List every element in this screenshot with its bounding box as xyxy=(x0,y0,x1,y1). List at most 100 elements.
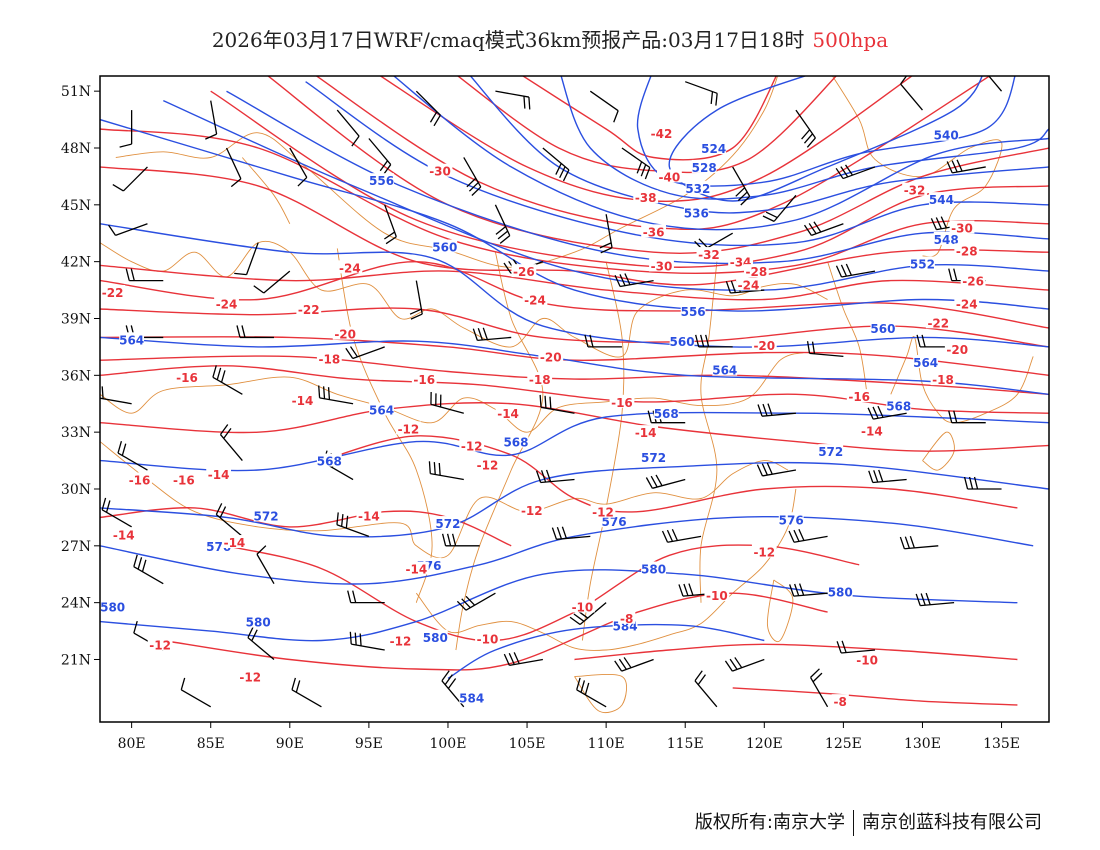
wind-barb xyxy=(212,365,243,395)
temperature-contour xyxy=(163,592,828,671)
wind-barb xyxy=(125,268,164,282)
lat-tick-label: 36N xyxy=(61,368,91,384)
temp-label-bg xyxy=(618,610,636,624)
height-label-bg xyxy=(503,434,529,448)
temp-label: -18 xyxy=(932,373,954,387)
temp-label-bg xyxy=(649,125,674,139)
wind-barb xyxy=(428,461,464,481)
temp-label: -40 xyxy=(659,170,681,184)
axes: 80E 85E 90E 95E 100E 105E 110E 115E 120E 125E 130E… xyxy=(61,84,1020,752)
temp-label: -12 xyxy=(149,638,171,652)
wind-barb xyxy=(441,533,480,547)
temp-label: -32 xyxy=(904,184,926,198)
height-contour xyxy=(447,623,765,680)
temp-label-bg xyxy=(704,588,730,602)
height-contour xyxy=(100,461,1049,538)
boundary-line xyxy=(100,441,789,559)
height-label-bg xyxy=(712,362,738,376)
wind-barb xyxy=(234,242,259,276)
plot-frame xyxy=(99,75,1050,723)
height-label: 572 xyxy=(818,445,843,459)
temp-label: -10 xyxy=(856,653,878,667)
wind-barb xyxy=(900,76,923,111)
temperature-contour xyxy=(100,355,1049,395)
temp-label-bg xyxy=(459,438,485,452)
height-label-bg xyxy=(432,239,458,253)
height-label-bg xyxy=(653,406,679,420)
height-label-bg xyxy=(245,614,271,628)
height-label: 536 xyxy=(684,206,709,220)
wind-barb xyxy=(180,677,212,708)
temp-label: -14 xyxy=(292,394,314,408)
temp-label-bg xyxy=(609,394,635,408)
height-label-bg xyxy=(683,205,709,219)
wind-barb xyxy=(225,147,242,188)
height-label: 568 xyxy=(503,436,528,450)
wind-barb xyxy=(463,157,482,196)
wind-barb xyxy=(589,90,619,123)
wind-barb xyxy=(756,462,797,477)
copyright-footer: 版权所有:南京大学 南京创蓝科技有限公司 xyxy=(695,808,1042,836)
height-label-bg xyxy=(435,516,461,530)
temp-label: -28 xyxy=(746,265,768,279)
wind-barb xyxy=(836,640,876,654)
height-label-bg xyxy=(929,192,954,206)
wind-barb xyxy=(810,668,829,708)
lon-tick-label: 85E xyxy=(197,736,225,752)
height-label: 548 xyxy=(934,233,959,247)
height-contour xyxy=(469,76,1049,214)
temp-label-bg xyxy=(743,264,769,278)
temp-label: -32 xyxy=(698,248,720,262)
temp-label: -20 xyxy=(334,328,356,342)
wind-barb xyxy=(112,166,148,192)
lon-tick-label: 105E xyxy=(509,736,546,752)
wind-barb xyxy=(535,469,575,484)
wind-barb xyxy=(614,657,654,672)
height-label: 584 xyxy=(459,691,484,705)
temp-label-bg xyxy=(736,277,761,291)
height-label: 568 xyxy=(654,407,679,421)
height-label-bg xyxy=(827,584,853,598)
height-label: 576 xyxy=(602,515,627,529)
boundary-line xyxy=(241,157,291,225)
height-label-bg xyxy=(701,140,727,154)
height-label-bg xyxy=(669,334,695,348)
wind-barb xyxy=(472,327,512,342)
height-label-bg xyxy=(641,561,666,575)
temp-label-bg xyxy=(171,472,197,486)
wind-barb xyxy=(614,273,654,288)
temp-label: -16 xyxy=(611,396,633,410)
height-label: 560 xyxy=(870,322,895,336)
height-label-bg xyxy=(933,127,959,141)
temp-label: -16 xyxy=(413,373,435,387)
lat-tick-label: 48N xyxy=(61,141,91,157)
wind-barb xyxy=(762,194,797,222)
lon-tick-label: 95E xyxy=(355,736,383,752)
wind-barb xyxy=(788,528,828,543)
height-label-bg xyxy=(933,231,959,245)
temp-label: -14 xyxy=(861,424,883,438)
lat-tick-label: 39N xyxy=(61,311,91,327)
lon-tick-label: 125E xyxy=(825,736,862,752)
temp-label-bg xyxy=(222,535,247,549)
temperature-contour xyxy=(456,76,838,174)
wind-barb xyxy=(415,90,441,127)
temp-label-bg xyxy=(100,284,126,298)
height-label: 576 xyxy=(779,513,804,527)
height-label-bg xyxy=(316,453,342,467)
temp-label-bg xyxy=(206,466,232,480)
height-contour xyxy=(100,223,1049,348)
temp-label: -14 xyxy=(405,563,427,577)
height-label-bg xyxy=(685,180,711,194)
wind-barb xyxy=(789,583,828,597)
temp-label: -12 xyxy=(461,439,483,453)
height-label-bg xyxy=(100,599,126,613)
height-label: 552 xyxy=(910,258,935,272)
temp-label: -14 xyxy=(635,426,657,440)
temp-label-bg xyxy=(147,637,173,651)
temperature-contour xyxy=(732,687,1018,706)
wind-barb xyxy=(757,403,796,417)
wind-barb xyxy=(963,476,1002,490)
height-contour xyxy=(100,411,1049,472)
wind-barb xyxy=(946,159,986,174)
